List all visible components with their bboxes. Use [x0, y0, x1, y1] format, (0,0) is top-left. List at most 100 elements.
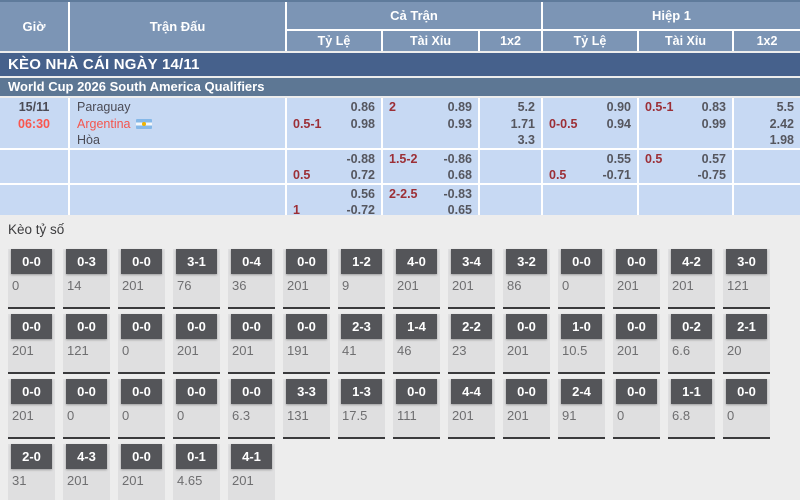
- score-label[interactable]: 2-3: [341, 314, 382, 339]
- h1-overunder-cell[interactable]: 0.5 0.57 -0.75: [639, 150, 732, 183]
- score-odds-cell[interactable]: 0-0 0: [118, 379, 165, 439]
- score-label[interactable]: 0-0: [506, 314, 547, 339]
- odds-value[interactable]: -0.88: [346, 152, 376, 166]
- ft-overunder-cell[interactable]: 2 0.89 0.93: [383, 98, 478, 148]
- h1-1x2-cell[interactable]: 5.5 2.42 1.98: [734, 98, 800, 148]
- score-odds-cell[interactable]: 0-0 201: [173, 314, 220, 374]
- score-label[interactable]: 0-0: [121, 379, 162, 404]
- odds-value[interactable]: 3.3: [517, 133, 535, 147]
- score-label[interactable]: 1-0: [561, 314, 602, 339]
- home-team[interactable]: Paraguay: [77, 100, 131, 114]
- score-odds-cell[interactable]: 0-0 6.3: [228, 379, 275, 439]
- odds-value[interactable]: 0.56: [350, 187, 375, 201]
- score-label[interactable]: 0-3: [66, 249, 107, 274]
- score-odds-cell[interactable]: 0-2 6.6: [668, 314, 715, 374]
- score-label[interactable]: 4-3: [66, 444, 107, 469]
- ft-1x2-cell[interactable]: 5.2 1.71 3.3: [480, 98, 541, 148]
- score-label[interactable]: 2-4: [561, 379, 602, 404]
- score-odds-cell[interactable]: 1-4 46: [393, 314, 440, 374]
- odds-value[interactable]: 0.57: [701, 152, 726, 166]
- score-odds-cell[interactable]: 3-1 76: [173, 249, 220, 309]
- score-label[interactable]: 0-2: [671, 314, 712, 339]
- score-odds-cell[interactable]: 0-0 201: [118, 249, 165, 309]
- score-label[interactable]: 1-3: [341, 379, 382, 404]
- score-odds-cell[interactable]: 0-0 201: [613, 314, 660, 374]
- score-label[interactable]: 0-0: [231, 314, 272, 339]
- score-odds-cell[interactable]: 3-3 131: [283, 379, 330, 439]
- score-odds-cell[interactable]: 0-4 36: [228, 249, 275, 309]
- ft-1x2-cell[interactable]: [480, 150, 541, 183]
- score-odds-cell[interactable]: 0-0 201: [613, 249, 660, 309]
- score-label[interactable]: 0-0: [11, 379, 52, 404]
- score-label[interactable]: 0-0: [616, 249, 657, 274]
- match-teams-cell[interactable]: Paraguay Argentina Hòa: [70, 98, 285, 148]
- score-label[interactable]: 0-0: [11, 314, 52, 339]
- score-label[interactable]: 2-0: [11, 444, 52, 469]
- h1-1x2-cell[interactable]: [734, 185, 800, 215]
- odds-value[interactable]: -0.71: [602, 168, 632, 182]
- score-label[interactable]: 3-2: [506, 249, 547, 274]
- score-label[interactable]: 0-0: [396, 379, 437, 404]
- score-odds-cell[interactable]: 0-0 0: [558, 249, 605, 309]
- score-label[interactable]: 0-0: [506, 379, 547, 404]
- score-label[interactable]: 0-0: [121, 249, 162, 274]
- h1-overunder-cell[interactable]: 0.5-1 0.83 0.99: [639, 98, 732, 148]
- odds-value[interactable]: 1.71: [510, 116, 535, 131]
- score-odds-cell[interactable]: 0-0 201: [503, 379, 550, 439]
- odds-value[interactable]: 0.94: [606, 116, 631, 131]
- score-odds-cell[interactable]: 0-0 201: [283, 249, 330, 309]
- away-team[interactable]: Argentina: [77, 116, 285, 133]
- odds-value[interactable]: 0.55: [606, 152, 631, 166]
- score-label[interactable]: 0-1: [176, 444, 217, 469]
- score-label[interactable]: 0-0: [286, 249, 327, 274]
- score-label[interactable]: 3-0: [726, 249, 767, 274]
- score-odds-cell[interactable]: 0-0 201: [503, 314, 550, 374]
- score-odds-cell[interactable]: 0-0 0: [118, 314, 165, 374]
- odds-value[interactable]: 0.98: [350, 116, 375, 131]
- ft-1x2-cell[interactable]: [480, 185, 541, 215]
- score-label[interactable]: 0-0: [66, 379, 107, 404]
- odds-value[interactable]: 1.98: [769, 133, 794, 147]
- score-odds-cell[interactable]: 1-1 6.8: [668, 379, 715, 439]
- ft-handicap-cell[interactable]: -0.88 0.5 0.72: [287, 150, 381, 183]
- score-label[interactable]: 0-0: [176, 379, 217, 404]
- odds-value[interactable]: 0.65: [447, 203, 472, 215]
- score-odds-cell[interactable]: 0-3 14: [63, 249, 110, 309]
- odds-value[interactable]: 5.5: [776, 100, 794, 114]
- h1-handicap-cell[interactable]: 0.55 0.5 -0.71: [543, 150, 637, 183]
- score-label[interactable]: 0-0: [11, 249, 52, 274]
- score-odds-cell[interactable]: 0-0 0: [63, 379, 110, 439]
- h1-handicap-cell[interactable]: 0.90 0-0.5 0.94: [543, 98, 637, 148]
- odds-value[interactable]: 0.90: [606, 100, 631, 114]
- score-label[interactable]: 1-4: [396, 314, 437, 339]
- score-odds-cell[interactable]: 3-4 201: [448, 249, 495, 309]
- score-odds-cell[interactable]: 4-1 201: [228, 444, 275, 500]
- h1-overunder-cell[interactable]: [639, 185, 732, 215]
- score-odds-cell[interactable]: 4-3 201: [63, 444, 110, 500]
- ft-overunder-cell[interactable]: 2-2.5 -0.83 0.65: [383, 185, 478, 215]
- odds-value[interactable]: -0.75: [697, 168, 727, 182]
- score-label[interactable]: 0-0: [616, 314, 657, 339]
- score-label[interactable]: 4-4: [451, 379, 492, 404]
- score-odds-cell[interactable]: 0-0 0: [613, 379, 660, 439]
- odds-value[interactable]: 0.72: [350, 168, 375, 182]
- score-odds-cell[interactable]: 0-0 201: [228, 314, 275, 374]
- score-label[interactable]: 2-2: [451, 314, 492, 339]
- odds-value[interactable]: -0.86: [443, 152, 473, 166]
- score-odds-cell[interactable]: 0-1 4.65: [173, 444, 220, 500]
- score-odds-cell[interactable]: 2-1 20: [723, 314, 770, 374]
- score-label[interactable]: 4-2: [671, 249, 712, 274]
- odds-value[interactable]: 2.42: [769, 116, 794, 131]
- h1-handicap-cell[interactable]: [543, 185, 637, 215]
- odds-value[interactable]: 0.83: [701, 100, 726, 114]
- score-odds-cell[interactable]: 4-0 201: [393, 249, 440, 309]
- h1-1x2-cell[interactable]: [734, 150, 800, 183]
- score-odds-cell[interactable]: 2-4 91: [558, 379, 605, 439]
- ft-overunder-cell[interactable]: 1.5-2 -0.86 0.68: [383, 150, 478, 183]
- score-odds-cell[interactable]: 3-2 86: [503, 249, 550, 309]
- score-odds-cell[interactable]: 4-4 201: [448, 379, 495, 439]
- score-label[interactable]: 0-0: [726, 379, 767, 404]
- score-odds-cell[interactable]: 0-0 121: [63, 314, 110, 374]
- odds-value[interactable]: 0.86: [350, 100, 375, 114]
- score-odds-cell[interactable]: 4-2 201: [668, 249, 715, 309]
